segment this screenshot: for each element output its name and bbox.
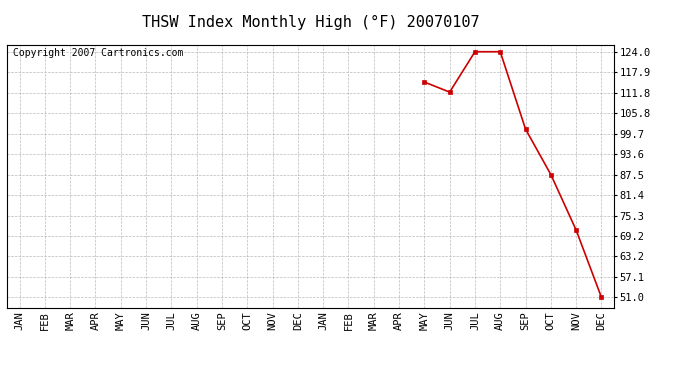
Text: THSW Index Monthly High (°F) 20070107: THSW Index Monthly High (°F) 20070107 <box>141 15 480 30</box>
Text: Copyright 2007 Cartronics.com: Copyright 2007 Cartronics.com <box>13 48 184 58</box>
